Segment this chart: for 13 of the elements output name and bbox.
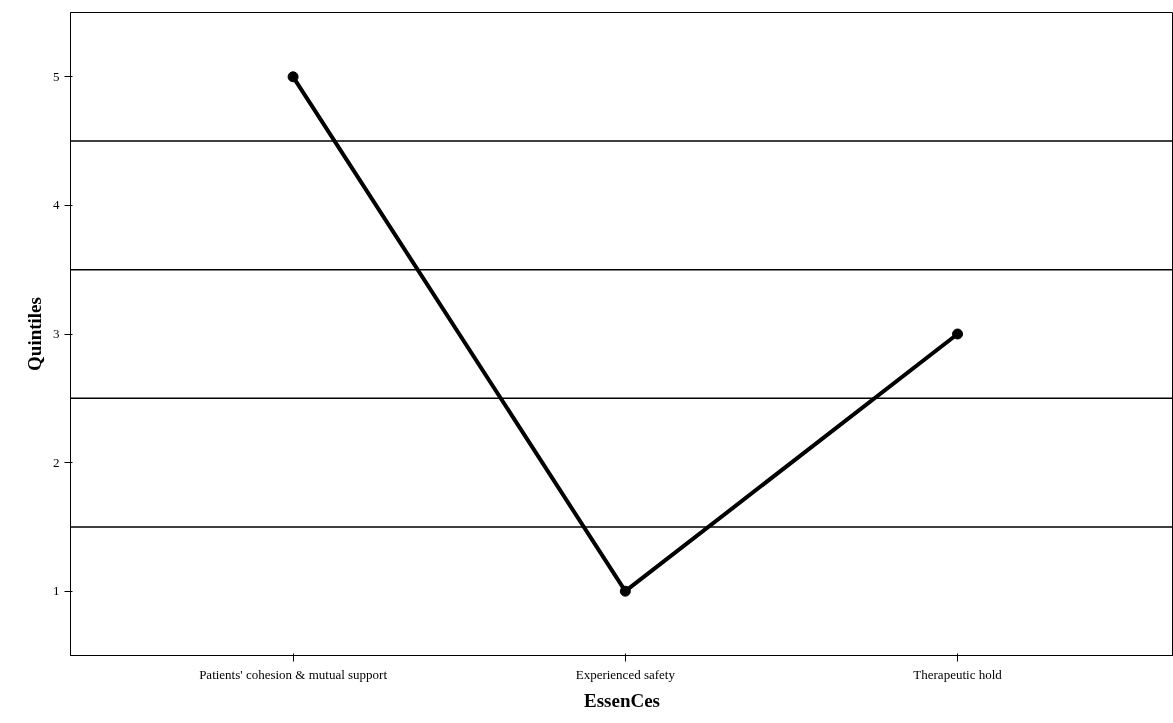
point [952, 328, 964, 340]
x-axis-title: EssenCes [584, 689, 661, 711]
y-tick-label: 1 [53, 583, 60, 599]
y-tick-label: 3 [53, 326, 60, 341]
y-axis-title: Quintiles [24, 297, 45, 371]
y-tick-label: 5 [53, 68, 60, 84]
x-tick-label: Patients' cohesion & mutual support [199, 666, 388, 682]
point [619, 585, 631, 597]
point [287, 71, 299, 83]
x-tick-label: Experienced safety [575, 666, 676, 682]
y-tick-label: 2 [53, 454, 60, 470]
x-tick-label: Therapeutic hold [913, 666, 1003, 682]
y-tick-label: 4 [53, 197, 60, 213]
